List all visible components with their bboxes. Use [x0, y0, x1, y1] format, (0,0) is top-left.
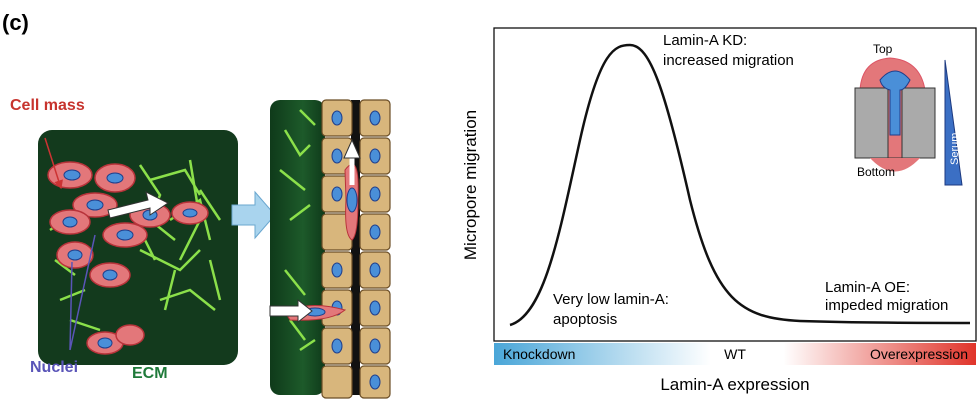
panel-label: (c) [2, 10, 29, 35]
x-axis-label: Lamin-A expression [660, 375, 809, 394]
cell-mass-label: Cell mass [10, 97, 85, 114]
annotation: Lamin-A KD: [663, 32, 747, 49]
figure: (c) [0, 0, 977, 400]
gradient-label: WT [724, 346, 746, 362]
inset-top-label: Top [873, 42, 893, 56]
annotation: increased migration [663, 52, 794, 69]
annotation: Lamin-A OE: [825, 279, 910, 296]
migrating-nucleus [347, 188, 357, 212]
annotation: Very low lamin-A: [553, 291, 669, 308]
nuclei-label: Nuclei [30, 359, 78, 376]
annotation: apoptosis [553, 311, 617, 328]
ecm-label: ECM [132, 365, 168, 382]
inset-bottom-label: Bottom [857, 165, 895, 179]
transition-arrow [232, 192, 275, 238]
annotation: impeded migration [825, 297, 948, 314]
serum-gradient [945, 60, 962, 185]
ecm-strip [270, 100, 325, 395]
gradient-label: Knockdown [503, 346, 575, 362]
gradient-label: Overexpression [870, 346, 968, 362]
serum-label: Serum [949, 133, 961, 165]
y-axis-label: Micropore migration [461, 110, 480, 260]
